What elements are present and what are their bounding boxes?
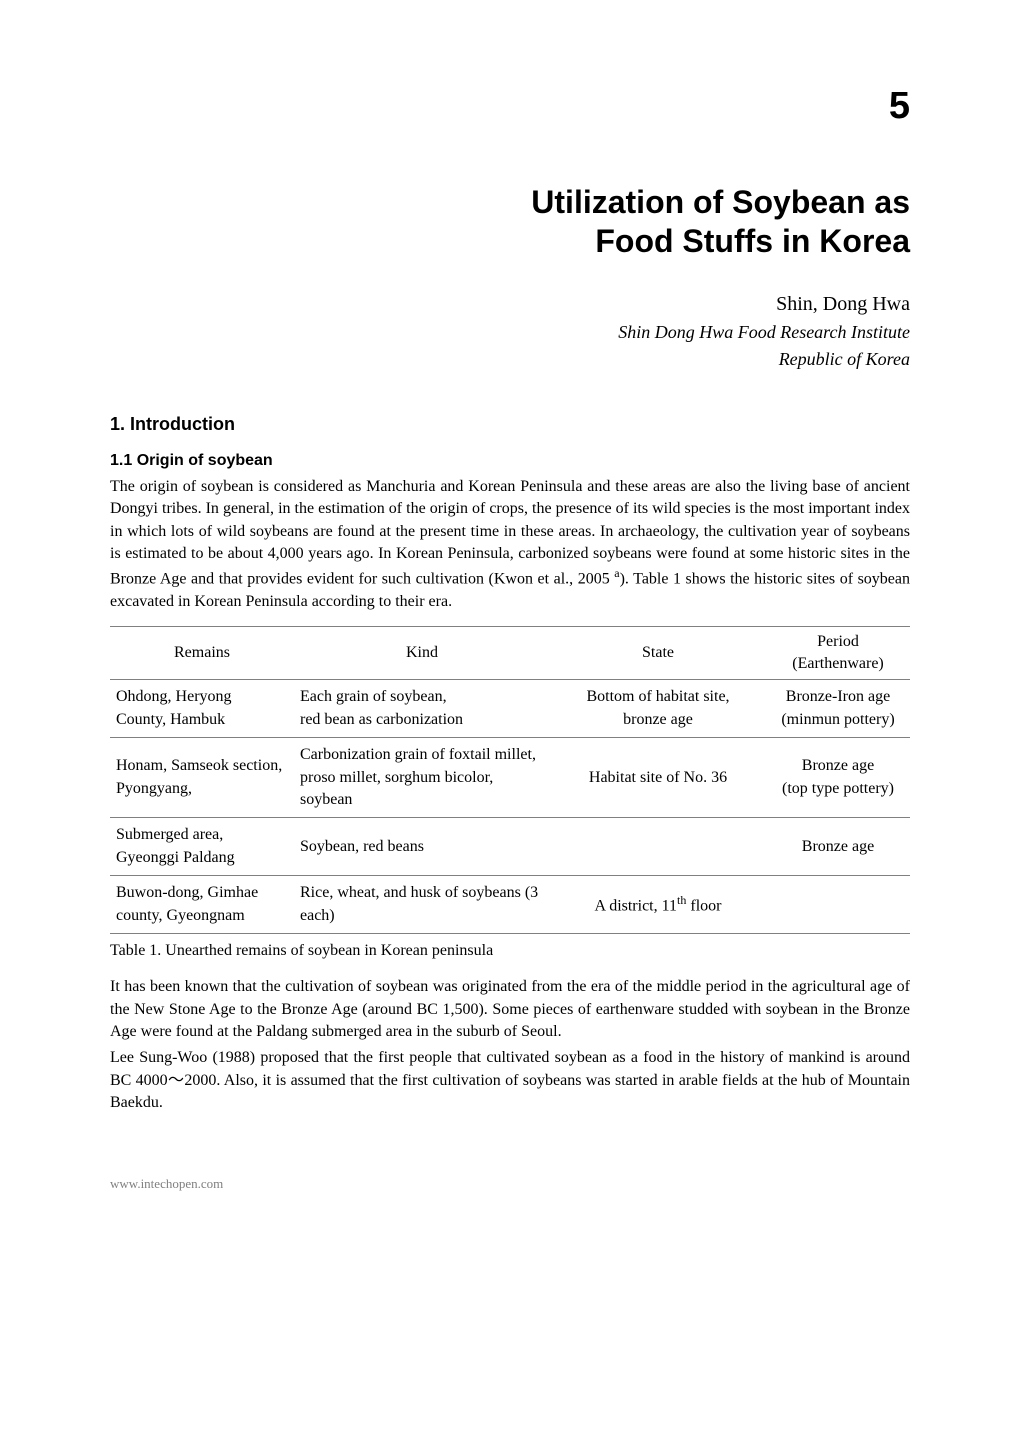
subsection-heading: 1.1 Origin of soybean [110,450,910,472]
cell-period: Bronze age [766,818,910,876]
table-caption: Table 1. Unearthed remains of soybean in… [110,940,910,962]
th-state: State [550,626,766,680]
th-period: Period (Earthenware) [766,626,910,680]
cell-state-sup: th [677,893,686,907]
cell-period-a: Bronze age [802,757,874,774]
table-header-row: Remains Kind State Period (Earthenware) [110,626,910,680]
cell-kind: Rice, wheat, and husk of soybeans (3 eac… [294,876,550,934]
cell-kind: Soybean, red beans [294,818,550,876]
th-period-b: (Earthenware) [792,655,884,672]
chapter-title: Utilization of Soybean as Food Stuffs in… [110,183,910,260]
chapter-title-line1: Utilization of Soybean as [531,184,910,220]
table-row: Ohdong, Heryong Each grain of soybean, B… [110,680,910,709]
cell-kind: Carbonization grain of foxtail millet, p… [294,738,550,818]
cell-remains: Honam, Samseok section, Pyongyang, [110,738,294,818]
cell-remains: County, Hambuk [110,709,294,738]
chapter-title-line2: Food Stuffs in Korea [595,223,910,259]
table-row: County, Hambuk red bean as carbonization… [110,709,910,738]
after-table-para2: Lee Sung-Woo (1988) proposed that the fi… [110,1047,910,1114]
th-remains: Remains [110,626,294,680]
cell-state: Habitat site of No. 36 [550,738,766,818]
cell-period [766,876,910,934]
cell-period-b: (top type pottery) [782,780,894,797]
cell-kind: Each grain of soybean, [294,680,550,709]
cell-remains: Submerged area, Gyeonggi Paldang [110,818,294,876]
cell-state: Bottom of habitat site, [550,680,766,709]
table-row: Submerged area, Gyeonggi Paldang Soybean… [110,818,910,876]
intro-paragraph: The origin of soybean is considered as M… [110,476,910,614]
cell-state [550,818,766,876]
cell-remains: Ohdong, Heryong [110,680,294,709]
chapter-number: 5 [110,80,910,133]
table-row: Buwon-dong, Gimhae county, Gyeongnam Ric… [110,876,910,934]
cell-state-post: floor [686,897,721,914]
th-period-a: Period [817,633,859,650]
cell-state: A district, 11th floor [550,876,766,934]
affiliation: Shin Dong Hwa Food Research Institute [110,320,910,345]
cell-state: bronze age [550,709,766,738]
cell-period: Bronze age (top type pottery) [766,738,910,818]
section-heading: 1. Introduction [110,412,910,437]
country: Republic of Korea [110,347,910,372]
cell-period: (minmun pottery) [766,709,910,738]
footer-url: www.intechopen.com [110,1175,910,1193]
cell-state-pre: A district, 11 [595,897,678,914]
table-row: Honam, Samseok section, Pyongyang, Carbo… [110,738,910,818]
cell-remains: Buwon-dong, Gimhae county, Gyeongnam [110,876,294,934]
cell-period: Bronze-Iron age [766,680,910,709]
cell-kind: red bean as carbonization [294,709,550,738]
th-kind: Kind [294,626,550,680]
after-table-para1: It has been known that the cultivation o… [110,976,910,1043]
author-name: Shin, Dong Hwa [110,290,910,318]
table-1: Remains Kind State Period (Earthenware) … [110,626,910,934]
